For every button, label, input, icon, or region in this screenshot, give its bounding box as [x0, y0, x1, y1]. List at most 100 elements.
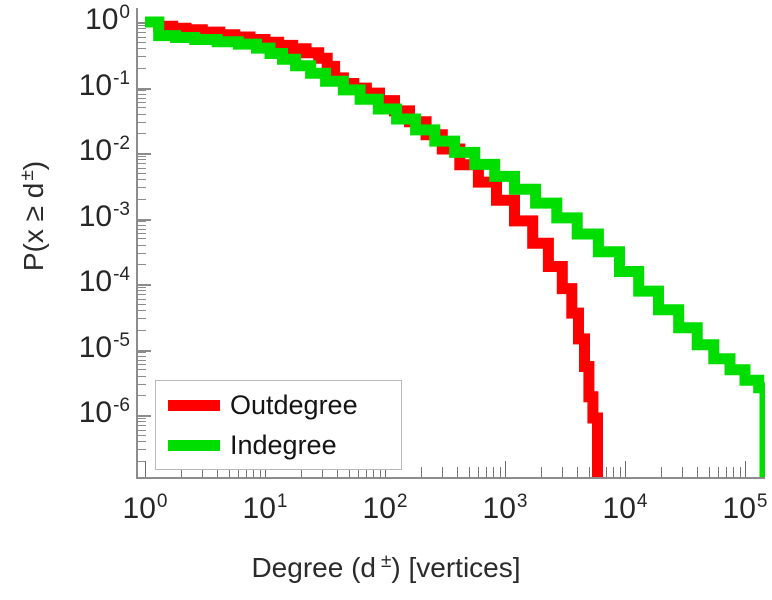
legend-label-outdegree: Outdegree: [230, 390, 358, 420]
x-tick-exponent: 0: [156, 491, 168, 512]
x-tick-major: [745, 461, 746, 477]
x-tick-mantissa: 10: [122, 492, 156, 525]
x-tick-minor: [562, 467, 564, 477]
y-tick-minor: [138, 90, 146, 92]
x-tick-major: [625, 461, 626, 477]
x-tick-label: 102: [363, 492, 408, 526]
y-tick-minor: [138, 155, 146, 157]
y-tick-exponent: -5: [113, 329, 130, 351]
x-tick-exponent: 3: [516, 491, 528, 512]
y-tick-mantissa: 10: [78, 265, 113, 298]
y-tick-exponent: -1: [113, 67, 130, 89]
y-tick-label: 10-6: [2, 395, 130, 429]
y-tick-minor: [138, 28, 146, 30]
legend-item-outdegree[interactable]: Outdegree: [156, 385, 401, 425]
y-tick-mantissa: 10: [78, 134, 113, 167]
x-tick-minor: [577, 467, 579, 477]
y-axis-title: P(x ≥ d±): [16, 86, 50, 346]
x-tick-label: 101: [243, 492, 288, 526]
y-tick-exponent: -3: [113, 198, 130, 220]
x-tick-mantissa: 10: [242, 492, 276, 525]
y-tick-minor: [138, 286, 146, 288]
legend-item-indegree[interactable]: Indegree: [156, 425, 401, 465]
y-tick-minor: [138, 233, 146, 235]
x-tick-exponent: 1: [276, 491, 288, 512]
x-tick-minor: [661, 467, 663, 477]
y-tick-minor: [138, 355, 146, 357]
x-tick-minor: [442, 467, 444, 477]
y-tick-minor: [138, 294, 146, 296]
y-tick-exponent: -6: [113, 395, 130, 416]
x-axis-title-superscript: ±: [380, 550, 392, 572]
y-axis-title-base: P(x ≥ d: [18, 182, 49, 272]
y-tick-minor: [138, 375, 146, 377]
y-tick-major: [138, 153, 151, 155]
y-tick-minor: [138, 167, 146, 169]
y-tick-minor: [138, 163, 146, 165]
x-tick-label: 104: [603, 492, 648, 526]
y-tick-minor: [138, 133, 146, 135]
y-tick-minor: [138, 198, 146, 200]
x-tick-minor: [486, 467, 488, 477]
y-axis-line: [136, 8, 138, 479]
x-tick-mantissa: 10: [722, 492, 756, 525]
y-tick-minor: [138, 429, 146, 431]
y-tick-mantissa: 10: [78, 396, 113, 429]
y-tick-minor: [138, 290, 146, 292]
y-tick-minor: [138, 107, 146, 109]
y-tick-mantissa: 10: [85, 3, 119, 36]
y-tick-minor: [138, 425, 146, 427]
y-tick-minor: [138, 172, 146, 174]
x-tick-minor: [697, 467, 699, 477]
x-tick-minor: [726, 467, 728, 477]
y-tick-minor: [138, 121, 146, 123]
y-tick-exponent: 0: [119, 2, 130, 23]
x-axis-title-base: Degree (d: [251, 552, 376, 583]
x-tick-minor: [478, 467, 480, 477]
x-tick-minor: [739, 467, 741, 477]
y-axis-title-tail: ): [18, 160, 49, 171]
y-tick-minor: [138, 395, 146, 397]
y-tick-minor: [138, 441, 146, 443]
y-tick-minor: [138, 93, 146, 95]
y-tick-minor: [138, 298, 146, 300]
y-axis-tick-labels: 100 10-1 10-2 10-3 10-4 10-5 10-6: [0, 0, 130, 490]
y-tick-minor: [138, 41, 146, 43]
y-tick-minor: [138, 383, 146, 385]
y-tick-minor: [138, 102, 146, 104]
y-tick-minor: [138, 48, 146, 50]
y-tick-label: 10-3: [2, 198, 130, 233]
y-tick-minor: [138, 460, 146, 462]
y-tick-minor: [138, 67, 146, 69]
x-tick-minor: [718, 467, 720, 477]
y-tick-minor: [138, 310, 146, 312]
x-tick-minor: [541, 467, 543, 477]
y-tick-mantissa: 10: [78, 199, 113, 233]
legend-label-indegree: Indegree: [230, 430, 337, 460]
y-tick-minor: [138, 252, 146, 254]
x-axis-title-tail: ) [vertices]: [391, 552, 521, 583]
y-tick-major: [138, 22, 151, 24]
y-tick-major: [138, 284, 151, 286]
y-tick-label: 10-4: [2, 265, 130, 298]
x-tick-minor: [457, 467, 459, 477]
legend-swatch-outdegree: [168, 399, 220, 411]
y-tick-label: 10-5: [2, 329, 130, 363]
y-tick-major: [138, 415, 151, 417]
x-tick-mantissa: 10: [362, 492, 396, 525]
y-tick-minor: [138, 159, 146, 161]
y-tick-major: [138, 218, 151, 221]
y-tick-minor: [138, 318, 146, 320]
x-tick-minor: [613, 467, 615, 477]
x-tick-minor: [588, 467, 590, 477]
x-tick-minor: [708, 467, 710, 477]
x-tick-major: [505, 461, 506, 477]
y-tick-minor: [138, 24, 146, 26]
y-tick-minor: [138, 224, 146, 226]
y-tick-label: 10-2: [2, 134, 130, 167]
x-tick-label: 100: [123, 492, 168, 526]
legend[interactable]: Outdegree Indegree: [155, 380, 402, 470]
y-axis-title-superscript: ±: [16, 170, 38, 181]
y-tick-minor: [138, 352, 146, 354]
